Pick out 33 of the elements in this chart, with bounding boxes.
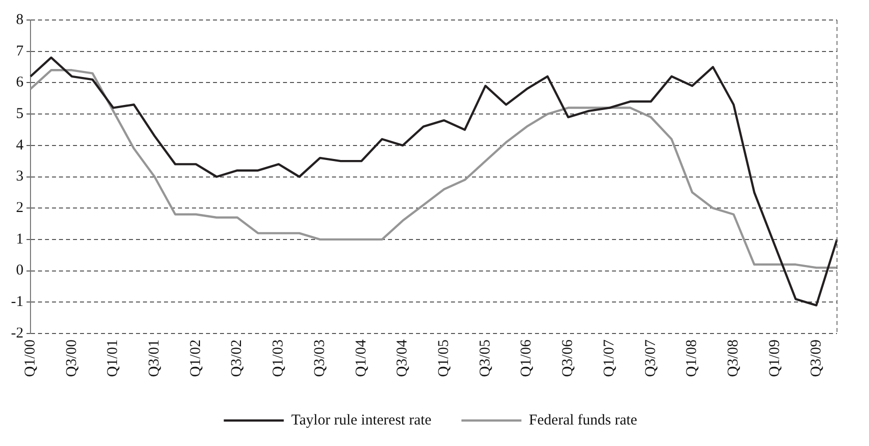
x-tick-label: Q3/08: [726, 340, 742, 377]
x-tick-label: Q3/07: [642, 339, 659, 377]
x-tick-label: Q3/06: [560, 339, 576, 377]
y-tick-label: 1: [16, 231, 24, 248]
y-tick-label: -2: [10, 325, 24, 342]
legend-label: Taylor rule interest rate: [291, 412, 432, 428]
x-tick-label: Q3/09: [808, 340, 824, 377]
x-tick-label: Q1/05: [436, 340, 452, 377]
y-tick-label: 2: [16, 200, 24, 216]
legend-label: Federal funds rate: [528, 412, 638, 428]
y-tick-label: 3: [16, 168, 24, 185]
x-tick-label: Q3/03: [312, 340, 328, 377]
y-tick-label: -1: [10, 294, 24, 310]
x-tick-label: Q1/01: [105, 340, 122, 377]
y-tick-label: 0: [16, 262, 24, 279]
x-tick-label: Q1/06: [518, 339, 535, 377]
y-tick-label: 5: [16, 106, 24, 122]
x-tick-label: Q1/02: [188, 340, 204, 377]
x-tick-label: Q1/07: [601, 339, 618, 377]
x-tick-label: Q3/02: [229, 340, 246, 377]
y-tick-label: 6: [16, 74, 24, 91]
x-tick-label: Q1/03: [270, 340, 287, 377]
x-tick-label: Q1/08: [684, 340, 700, 377]
x-tick-label: Q3/05: [477, 340, 494, 377]
x-tick-label: Q3/04: [394, 339, 411, 377]
y-tick-label: 4: [16, 137, 24, 154]
x-tick-label: Q3/00: [64, 340, 80, 377]
y-tick-label: 8: [16, 12, 24, 28]
x-tick-label: Q1/04: [353, 339, 370, 377]
x-tick-label: Q1/09: [766, 340, 783, 377]
y-tick-label: 7: [16, 43, 24, 60]
x-tick-label: Q3/01: [146, 340, 163, 377]
x-tick-label: Q1/00: [22, 340, 38, 377]
